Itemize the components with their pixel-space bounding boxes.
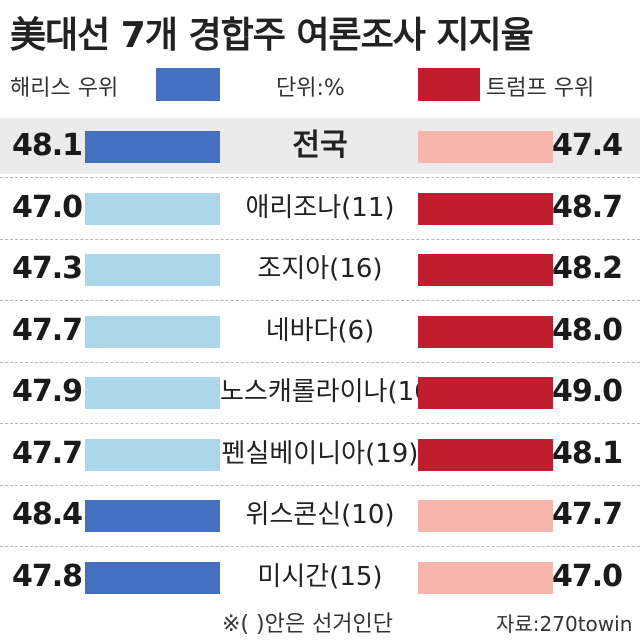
harris-value-label: 47.3 bbox=[11, 251, 83, 286]
harris-bar bbox=[85, 562, 220, 594]
legend-trump-label: 트럼프 우위 bbox=[486, 76, 595, 101]
trump-bar bbox=[418, 500, 553, 532]
state-label: 네바다(6) bbox=[265, 316, 375, 346]
harris-value-label: 48.4 bbox=[11, 497, 83, 532]
trump-bar bbox=[418, 254, 553, 286]
trump-value-label: 48.1 bbox=[552, 436, 623, 471]
trump-value-label: 47.4 bbox=[552, 128, 623, 163]
trump-bar bbox=[418, 439, 553, 471]
row-divider bbox=[0, 485, 640, 486]
harris-bar bbox=[85, 500, 220, 532]
trump-bar bbox=[418, 131, 553, 163]
trump-value-label: 47.0 bbox=[552, 559, 623, 594]
harris-bar bbox=[85, 131, 220, 163]
unit-label: 단위:% bbox=[276, 76, 345, 101]
harris-value-label: 47.7 bbox=[11, 313, 83, 348]
row-divider bbox=[0, 423, 640, 424]
trump-value-label: 47.7 bbox=[552, 497, 623, 532]
harris-bar bbox=[85, 377, 220, 409]
source-label: 자료:270towin bbox=[496, 612, 633, 636]
harris-value-label: 47.7 bbox=[11, 436, 83, 471]
row-divider bbox=[0, 362, 640, 363]
harris-bar bbox=[85, 316, 220, 348]
state-label: 애리조나(11) bbox=[245, 193, 395, 223]
chart-row: 47.3 조지아(16) 48.2 bbox=[0, 241, 640, 297]
harris-value-label: 48.1 bbox=[11, 128, 83, 163]
trump-value-label: 48.7 bbox=[552, 190, 623, 225]
row-divider bbox=[0, 177, 640, 178]
state-label: 조지아(16) bbox=[257, 254, 383, 284]
row-divider bbox=[0, 300, 640, 301]
row-divider bbox=[0, 546, 640, 547]
chart-row: 48.4 위스콘신(10) 47.7 bbox=[0, 487, 640, 543]
harris-value-label: 47.8 bbox=[11, 559, 83, 594]
chart-row: 47.7 펜실베이니아(19) 48.1 bbox=[0, 426, 640, 482]
legend-harris-swatch bbox=[156, 68, 220, 101]
chart-title: 美대선 7개 경합주 여론조사 지지율 bbox=[10, 15, 534, 56]
trump-bar bbox=[418, 562, 553, 594]
trump-bar bbox=[418, 316, 553, 348]
state-label: 미시간(15) bbox=[257, 562, 383, 592]
trump-bar bbox=[418, 193, 553, 225]
harris-bar bbox=[85, 254, 220, 286]
legend-trump-swatch bbox=[418, 68, 480, 101]
harris-value-label: 47.9 bbox=[11, 374, 83, 409]
state-label: 위스콘신(10) bbox=[245, 500, 395, 530]
harris-value-label: 47.0 bbox=[11, 190, 83, 225]
chart-row: 47.8 미시간(15) 47.0 bbox=[0, 549, 640, 605]
harris-bar bbox=[85, 439, 220, 471]
trump-value-label: 48.0 bbox=[552, 313, 623, 348]
trump-bar bbox=[418, 377, 553, 409]
trump-value-label: 49.0 bbox=[552, 374, 623, 409]
trump-value-label: 48.2 bbox=[552, 251, 623, 286]
state-label: 노스캐롤라이나(16) bbox=[220, 377, 441, 407]
state-label: 전국 bbox=[292, 128, 348, 163]
state-label: 펜실베이니아(19) bbox=[221, 439, 419, 469]
legend-harris-label: 해리스 우위 bbox=[10, 76, 119, 101]
chart-row: 47.0 애리조나(11) 48.7 bbox=[0, 180, 640, 236]
footer-note: ※( )안은 선거인단 bbox=[222, 612, 394, 637]
chart-row: 48.1 전국 47.4 bbox=[0, 118, 640, 174]
harris-bar bbox=[85, 193, 220, 225]
chart-row: 47.7 네바다(6) 48.0 bbox=[0, 303, 640, 359]
row-divider bbox=[0, 239, 640, 240]
chart-row: 47.9 노스캐롤라이나(16) 49.0 bbox=[0, 364, 640, 420]
